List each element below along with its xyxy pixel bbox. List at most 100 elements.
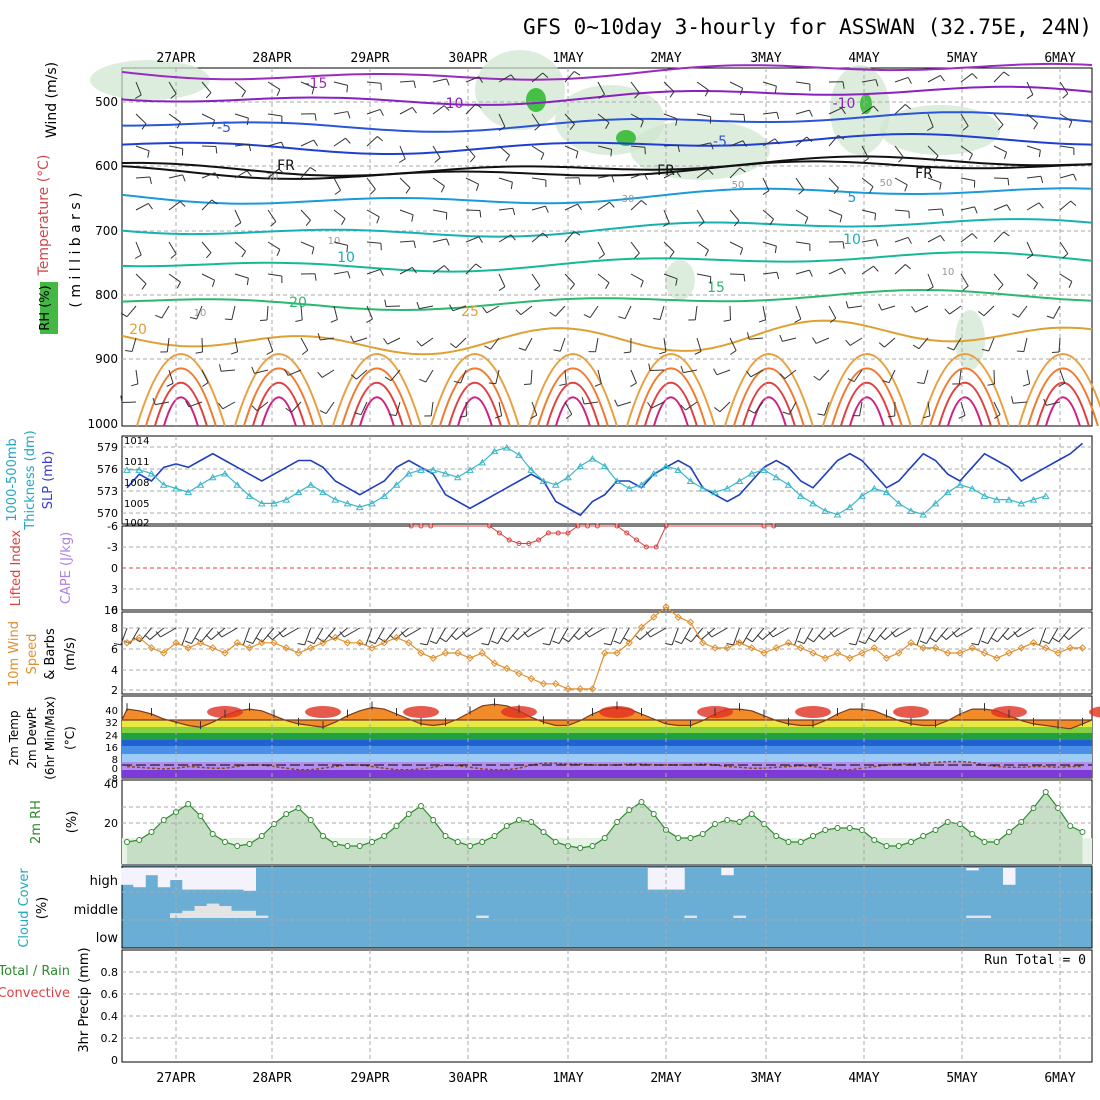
wind10m-barb-7 bbox=[200, 627, 214, 643]
thickness-marker-58 bbox=[833, 511, 842, 518]
wind10m-marker-50 bbox=[735, 639, 744, 647]
upper-barb-23 bbox=[201, 113, 215, 121]
thickness-marker-34 bbox=[539, 477, 548, 484]
thickness-marker-63 bbox=[894, 499, 903, 507]
upper-barb-flag-6 bbox=[141, 283, 147, 290]
upper-barb-278 bbox=[960, 177, 975, 182]
wind10m-barb-flag-38 bbox=[573, 634, 580, 640]
cloud-level-label-2: low bbox=[96, 931, 119, 946]
upper-barb-171 bbox=[630, 273, 644, 282]
top-day-label-4: 1MAY bbox=[552, 51, 583, 66]
cloud-panel-frame bbox=[121, 865, 1093, 949]
rh2m-marker-77 bbox=[1067, 823, 1074, 829]
thickness-marker-6 bbox=[196, 481, 205, 488]
wind10m-marker-8 bbox=[221, 649, 229, 657]
upper-barb-36 bbox=[234, 170, 248, 179]
rh2m-marker-9 bbox=[234, 843, 241, 849]
rh2m-marker-40 bbox=[614, 819, 620, 825]
upper-barb-147 bbox=[564, 203, 578, 211]
thickness-marker-32 bbox=[515, 451, 523, 458]
wind10m-barb-16 bbox=[313, 627, 324, 644]
upper-barb-flag-0 bbox=[134, 94, 142, 99]
wind10m-barb-38 bbox=[578, 627, 593, 640]
thickness-line bbox=[127, 446, 1046, 516]
upper-barb-150 bbox=[555, 305, 566, 317]
upper-barb-flag-46 bbox=[281, 141, 285, 149]
wind10m-tick-3: 2 bbox=[111, 684, 118, 697]
upper-barb-flag-298 bbox=[1033, 122, 1038, 130]
upper-barb-flag-34 bbox=[246, 118, 249, 126]
wind10m-barb-flag-9 bbox=[216, 631, 223, 638]
upper-barb-flag-78 bbox=[379, 109, 384, 116]
wind10m-marker-12 bbox=[270, 639, 278, 647]
upper-barb-31 bbox=[201, 369, 209, 383]
upper-barb-84 bbox=[366, 305, 373, 320]
upper-barb-flag-10 bbox=[120, 395, 123, 403]
lifted-marker-20 bbox=[663, 523, 669, 529]
upper-barb-286 bbox=[993, 71, 1005, 83]
wind10m-marker-74 bbox=[1029, 639, 1038, 647]
upper-barb-flag-140 bbox=[518, 347, 526, 351]
isotherm-10 bbox=[121, 319, 1093, 356]
upper-barb-flag-258 bbox=[907, 237, 912, 244]
upper-barb-flag-98 bbox=[389, 414, 397, 416]
upper-barb-flag-223 bbox=[798, 189, 805, 195]
upper-barb-46 bbox=[267, 141, 282, 147]
upper-barb-28 bbox=[201, 273, 215, 281]
upper-barb-248 bbox=[861, 265, 874, 275]
upper-barb-53 bbox=[254, 369, 269, 374]
cape-label: CAPE (J/kg) bbox=[59, 532, 74, 604]
warm-dome-1-3 bbox=[260, 396, 297, 427]
wind10m-barb-flag-3 bbox=[144, 634, 151, 640]
upper-barb-302 bbox=[1026, 241, 1034, 255]
upper-barb-288 bbox=[993, 145, 1007, 153]
upper-barb-119 bbox=[460, 369, 467, 384]
upper-barb-flag-88 bbox=[413, 80, 416, 88]
upper-barb-flag-48 bbox=[270, 221, 277, 227]
rh2m-marker-42 bbox=[638, 799, 645, 805]
wind10m-barb-14 bbox=[282, 627, 299, 638]
upper-barb-93 bbox=[399, 240, 415, 243]
rh2m-marker-67 bbox=[944, 819, 951, 825]
rh2m-marker-74 bbox=[1030, 805, 1037, 811]
rh2m-label-0: 2m RH bbox=[29, 800, 44, 844]
upper-barb-21 bbox=[155, 401, 170, 406]
upper-barb-flag-166 bbox=[640, 120, 644, 128]
upper-barb-flag-296 bbox=[994, 414, 1001, 419]
upper-barb-flag-33 bbox=[241, 90, 246, 98]
upper-barb-312 bbox=[1059, 200, 1072, 211]
upper-barb-flag-286 bbox=[1003, 71, 1010, 77]
upper-barb-flag-190 bbox=[707, 169, 714, 175]
wind10m-barb-flag-70 bbox=[971, 642, 979, 646]
upper-barb-52 bbox=[267, 337, 274, 352]
upper-barb-111 bbox=[465, 103, 477, 115]
upper-barb-flag-254 bbox=[904, 104, 912, 110]
upper-barb-flag-301 bbox=[1038, 202, 1044, 209]
wind10m-marker-70 bbox=[980, 649, 989, 657]
rh2m-marker-17 bbox=[332, 841, 339, 847]
upper-barb-flag-302 bbox=[1026, 254, 1034, 259]
upper-barb-94 bbox=[399, 266, 413, 275]
upper-barb-flag-304 bbox=[1012, 313, 1019, 318]
wind10m-barb-32 bbox=[507, 627, 520, 643]
upper-barb-flag-148 bbox=[573, 231, 581, 236]
cloud-high-gap-6 bbox=[194, 868, 207, 890]
upper-barb-247 bbox=[861, 239, 876, 243]
thickness-marker-5 bbox=[184, 488, 193, 496]
top-day-label-0: 27APR bbox=[156, 51, 195, 66]
upper-barb-flag-185 bbox=[648, 363, 651, 371]
upper-barb-279 bbox=[960, 206, 975, 211]
upper-barb-flag-156 bbox=[610, 149, 613, 157]
wind10m-barb-flag-4 bbox=[155, 631, 161, 638]
upper-barb-0 bbox=[135, 81, 142, 96]
bottom-day-label-9: 6MAY bbox=[1044, 1071, 1075, 1086]
upper-barb-flag-245 bbox=[869, 186, 874, 193]
upper-barb-flag-147 bbox=[577, 203, 582, 211]
upper-barb-flag-294 bbox=[981, 348, 989, 352]
upper-barb-flag-161 bbox=[583, 314, 591, 319]
wind10m-marker-53 bbox=[772, 644, 780, 652]
wind10m-barb-flag-71 bbox=[981, 640, 988, 645]
top-day-label-8: 5MAY bbox=[946, 51, 977, 66]
upper-barb-flag-253 bbox=[907, 77, 912, 84]
upper-barb-300 bbox=[1026, 175, 1041, 179]
